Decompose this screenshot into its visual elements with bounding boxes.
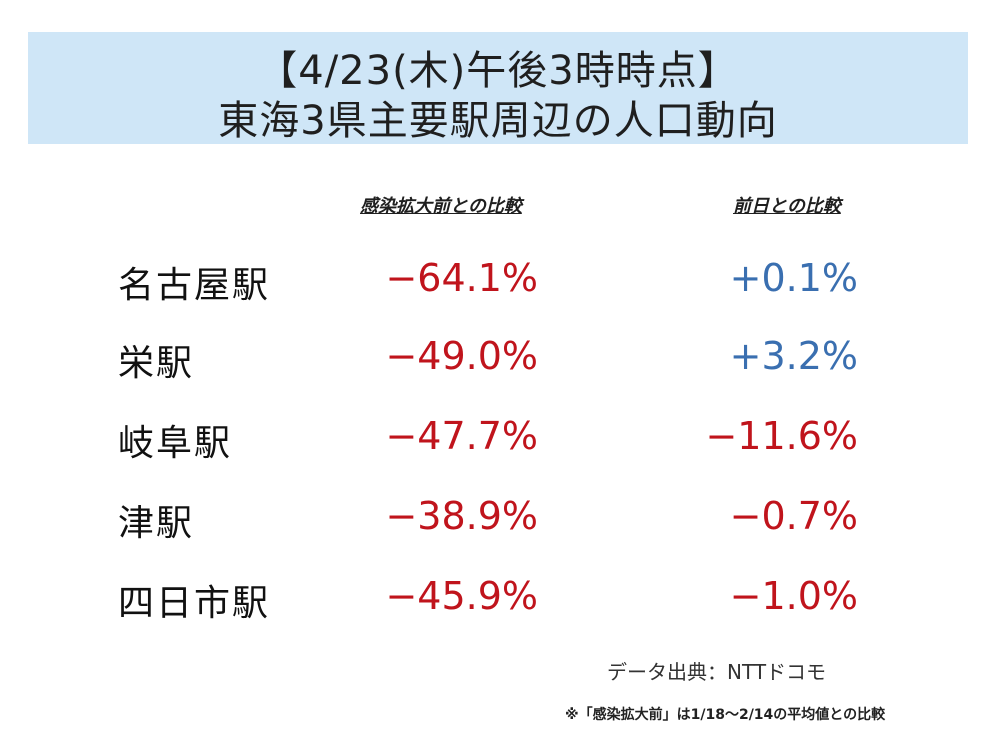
station-name: 名古屋駅 [118, 265, 271, 306]
value-vs-pre: −49.0% [385, 334, 538, 378]
title-line-2: 東海3県主要駅周辺の人口動向 [218, 98, 778, 144]
value-vs-prev: +0.1% [729, 256, 858, 300]
value-vs-pre: −64.1% [385, 256, 538, 300]
value-vs-pre: −45.9% [385, 574, 538, 618]
footnote: ※「感染拡大前」は1/18〜2/14の平均値との比較 [565, 707, 886, 723]
table-row: 津駅 −38.9% −0.7% [0, 494, 1000, 554]
station-name: 栄駅 [118, 343, 195, 384]
value-vs-prev: −11.6% [705, 414, 858, 458]
table-row: 栄駅 −49.0% +3.2% [0, 334, 1000, 394]
value-vs-pre: −47.7% [385, 414, 538, 458]
value-vs-prev: −1.0% [729, 574, 858, 618]
table-row: 四日市駅 −45.9% −1.0% [0, 574, 1000, 634]
title-banner: 【4/23(木)午後3時時点】 東海3県主要駅周辺の人口動向 [28, 32, 968, 144]
title-line-1: 【4/23(木)午後3時時点】 [257, 48, 739, 94]
station-name: 津駅 [118, 503, 195, 544]
column-header-vs-pre-infection: 感染拡大前との比較 [360, 196, 522, 217]
value-vs-prev: −0.7% [729, 494, 858, 538]
column-header-vs-previous-day: 前日との比較 [733, 196, 841, 217]
table-row: 岐阜駅 −47.7% −11.6% [0, 414, 1000, 474]
table-row: 名古屋駅 −64.1% +0.1% [0, 256, 1000, 316]
station-name: 岐阜駅 [118, 423, 233, 464]
station-name: 四日市駅 [118, 583, 271, 624]
data-source: データ出典：NTTドコモ [607, 660, 827, 684]
value-vs-prev: +3.2% [729, 334, 858, 378]
value-vs-pre: −38.9% [385, 494, 538, 538]
